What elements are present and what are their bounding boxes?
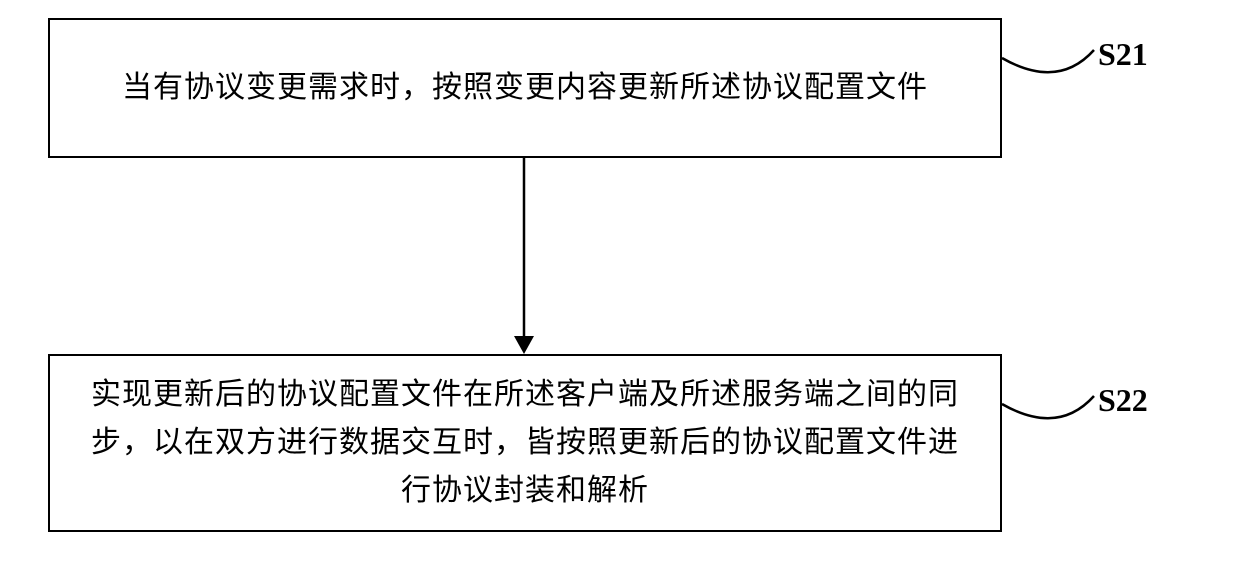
connector-curve-s22 [1002,386,1098,446]
flowchart-arrow [510,158,538,358]
step-label-s21: S21 [1098,36,1148,73]
connector-curve-s21 [1002,40,1098,100]
flowchart-step-s21: 当有协议变更需求时，按照变更内容更新所述协议配置文件 [48,18,1002,158]
step-label-s22: S22 [1098,382,1148,419]
flowchart-step-s22: 实现更新后的协议配置文件在所述客户端及所述服务端之间的同步，以在双方进行数据交互… [48,354,1002,532]
step-s21-text: 当有协议变更需求时，按照变更内容更新所述协议配置文件 [122,64,928,112]
step-s22-text: 实现更新后的协议配置文件在所述客户端及所述服务端之间的同步，以在双方进行数据交互… [90,371,960,515]
